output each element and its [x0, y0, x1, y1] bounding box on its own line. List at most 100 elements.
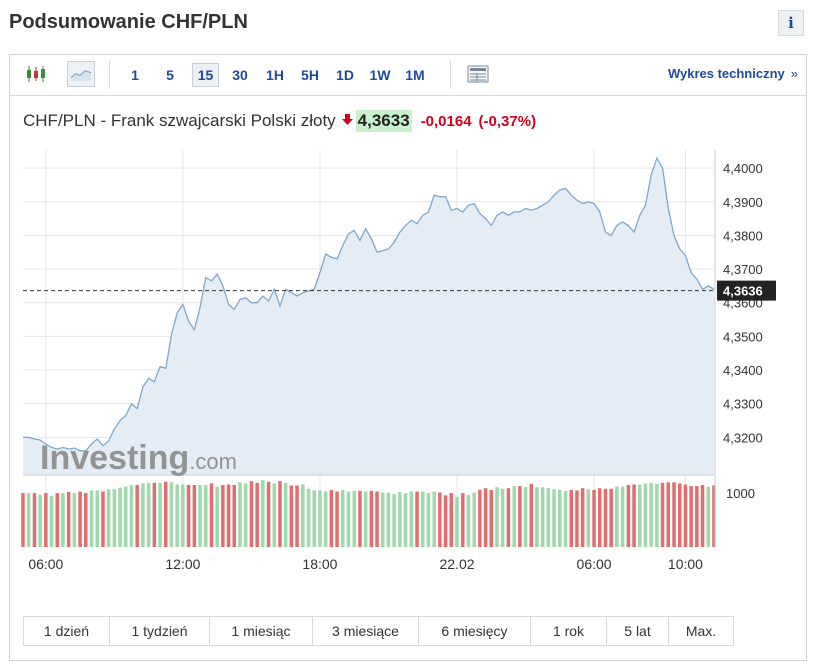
technical-chart-link[interactable]: Wykres techniczny » — [668, 66, 798, 81]
volume-bar — [626, 485, 631, 547]
volume-bar — [632, 484, 636, 547]
volume-bar — [129, 485, 134, 547]
volume-bar — [603, 488, 608, 547]
volume-bar — [449, 493, 453, 547]
volume-bar — [580, 488, 585, 547]
volume-bar — [272, 483, 276, 547]
volume-bar — [358, 490, 362, 547]
y-tick-label: 4,3200 — [723, 430, 763, 445]
volume-bar — [146, 482, 151, 547]
current-price-badge — [717, 280, 776, 301]
volume-bar — [518, 486, 522, 547]
timeframe-1d[interactable]: 1D — [336, 67, 354, 83]
volume-bar — [666, 482, 670, 547]
y-tick-label: 4,3800 — [723, 228, 763, 243]
volume-bar — [552, 489, 556, 547]
info-icon: i — [788, 14, 794, 32]
chart-toolbar: 1 5 15 30 1H 5H 1D 1W 1M Wykres technicz… — [10, 55, 806, 96]
volume-bar — [335, 491, 339, 547]
volume-bar — [466, 495, 471, 548]
volume-bar — [204, 485, 208, 547]
volume-bar — [152, 482, 157, 547]
x-tick-label: 12:00 — [165, 556, 200, 572]
watermark: Investing.com — [40, 439, 237, 477]
page-title: Podsumowanie CHF/PLN — [9, 11, 248, 33]
chart-panel: 1 5 15 30 1H 5H 1D 1W 1M Wykres technicz… — [9, 54, 807, 661]
volume-bar — [461, 493, 465, 547]
timeframe-15[interactable]: 15 — [192, 63, 219, 87]
range-1-day-button[interactable]: 1 dzień — [24, 617, 110, 645]
volume-bar — [558, 489, 562, 547]
volume-bar — [432, 491, 436, 547]
volume-bar — [186, 485, 191, 547]
range-1-week-button[interactable]: 1 tydzień — [110, 617, 210, 645]
volume-bar — [586, 489, 591, 547]
area-chart-icon[interactable] — [67, 61, 95, 87]
price-line — [23, 156, 715, 452]
volume-bar — [421, 491, 425, 547]
timeframe-1m[interactable]: 1M — [405, 67, 425, 83]
volume-bar — [598, 488, 602, 547]
y-tick-label: 4,3400 — [723, 363, 763, 378]
timeframe-5h[interactable]: 5H — [301, 67, 319, 83]
price-chart[interactable]: Investing.com 4,4000 4,3900 4,3800 4,3700 4,3… — [10, 55, 806, 595]
volume-tick-label: 1000 — [726, 486, 755, 501]
volume-bar — [512, 486, 516, 547]
volume-bar — [563, 490, 568, 547]
double-chevron-right-icon: » — [790, 66, 798, 81]
range-max-button[interactable]: Max. — [685, 623, 717, 639]
volume-bar — [266, 481, 271, 547]
toolbar-divider — [109, 61, 110, 89]
volume-bar — [323, 491, 328, 547]
volume-bar — [38, 494, 42, 547]
info-button[interactable]: i — [778, 10, 804, 36]
volume-bar — [301, 484, 305, 547]
range-1-year-button[interactable]: 1 rok — [531, 617, 607, 645]
range-5-years-button[interactable]: 5 lat — [607, 617, 669, 645]
volume-bar — [409, 491, 414, 547]
volume-bar — [575, 490, 579, 547]
volume-bar — [529, 483, 533, 547]
volume-bar — [192, 485, 197, 547]
range-3-months-button[interactable]: 3 miesiące — [313, 617, 419, 645]
volume-bar — [112, 489, 117, 547]
candlestick-chart-icon[interactable] — [22, 61, 50, 87]
volume-bar — [706, 486, 710, 547]
volume-bar — [215, 486, 219, 547]
volume-bar — [175, 484, 179, 547]
volume-bar — [375, 491, 379, 547]
volume-bar — [198, 485, 202, 547]
volume-bar — [455, 496, 459, 547]
timeframe-1[interactable]: 1 — [131, 67, 139, 83]
y-tick-label: 4,3700 — [723, 262, 763, 277]
volume-bar — [660, 482, 665, 547]
volume-bar — [158, 482, 162, 547]
volume-bar — [386, 492, 391, 547]
volume-bar — [243, 483, 248, 547]
volume-bar — [118, 487, 122, 547]
range-1-month-button[interactable]: 1 miesiąc — [210, 617, 313, 645]
volume-bar — [95, 490, 99, 547]
table-layout-icon[interactable] — [464, 61, 492, 87]
range-6-months-button[interactable]: 6 miesięcy — [419, 617, 531, 645]
volume-bar — [61, 493, 65, 547]
timeframe-30[interactable]: 30 — [232, 67, 248, 83]
volume-bar — [438, 492, 442, 547]
volume-bar — [21, 493, 25, 547]
timeframe-5[interactable]: 5 — [166, 67, 174, 83]
volume-bar — [26, 493, 31, 547]
timeframe-1w[interactable]: 1W — [369, 67, 391, 83]
timeframe-1h[interactable]: 1H — [266, 67, 284, 83]
volume-bar — [106, 489, 111, 547]
volume-bar — [72, 493, 77, 547]
volume-bar — [472, 492, 476, 547]
volume-bar — [695, 486, 699, 547]
volume-bar — [426, 493, 431, 547]
volume-bar — [363, 491, 368, 547]
volume-bar — [255, 482, 259, 547]
volume-bar — [226, 484, 231, 547]
down-arrow-icon — [341, 113, 353, 129]
quote-line: CHF/PLN - Frank szwajcarski Polski złoty… — [23, 109, 536, 133]
volume-bar — [312, 490, 316, 547]
volume-bar — [523, 487, 528, 547]
